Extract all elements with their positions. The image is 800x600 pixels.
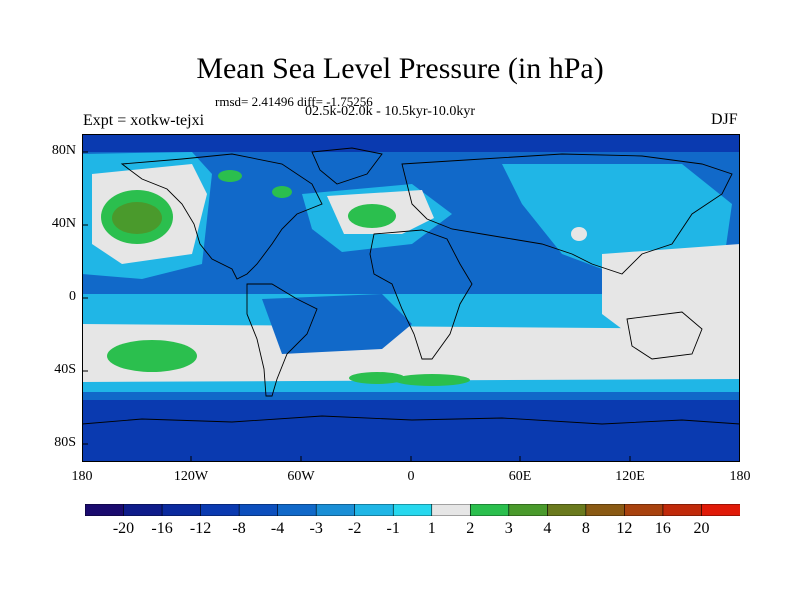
lat-tick-0: 0 bbox=[69, 289, 76, 304]
lon-tick-180w: 180 bbox=[71, 469, 93, 484]
colorbar-label: 1 bbox=[427, 520, 436, 537]
colorbar-label: 16 bbox=[654, 520, 671, 537]
coast-south-america bbox=[246, 283, 318, 397]
colorbar-label: 12 bbox=[616, 520, 633, 537]
south-atlantic-green-2 bbox=[394, 374, 470, 386]
colorbar-label: -8 bbox=[232, 520, 246, 537]
experiment-label: Expt = xotkw-tejxi bbox=[83, 112, 205, 129]
colorbar-swatch bbox=[469, 504, 510, 516]
atlantic-high-green bbox=[348, 204, 396, 228]
colorbar-label: 2 bbox=[466, 520, 475, 537]
colorbar-label: 8 bbox=[581, 520, 590, 537]
coast-africa bbox=[369, 229, 473, 360]
lat-tick-40n: 40N bbox=[51, 216, 76, 231]
pressure-map bbox=[82, 134, 740, 462]
colorbar-swatch bbox=[624, 504, 664, 516]
colorbar-swatch bbox=[200, 504, 240, 516]
colorbar-label: 3 bbox=[504, 520, 513, 537]
southern-band-1 bbox=[82, 382, 740, 394]
south-pacific-green bbox=[107, 340, 197, 372]
southern-band-2 bbox=[82, 392, 740, 402]
colorbar-swatch bbox=[662, 504, 703, 516]
coast-antarctica bbox=[82, 415, 740, 425]
lon-tick-60e: 60E bbox=[508, 469, 532, 484]
colorbar-swatch bbox=[547, 504, 587, 516]
colorbar-swatch bbox=[85, 504, 125, 516]
colorbar-label: -12 bbox=[189, 520, 212, 537]
colorbar-swatch bbox=[585, 504, 626, 516]
colorbar-swatch bbox=[277, 504, 317, 516]
colorbar-swatch bbox=[238, 504, 279, 516]
colorbar-swatch bbox=[123, 504, 163, 516]
colorbar-swatch bbox=[354, 504, 394, 516]
tibet-grey bbox=[571, 227, 587, 241]
colorbar-swatch bbox=[161, 504, 202, 516]
colorbar-label: -2 bbox=[348, 520, 362, 537]
lon-tick-60w: 60W bbox=[287, 469, 315, 484]
aleutian-high-core bbox=[112, 202, 162, 234]
lon-tick-180e: 180 bbox=[729, 469, 751, 484]
page-title: Mean Sea Level Pressure (in hPa) bbox=[196, 52, 604, 85]
colorbar-label: -3 bbox=[309, 520, 323, 537]
season-label: DJF bbox=[711, 111, 738, 128]
lon-tick-0: 0 bbox=[407, 469, 415, 484]
colorbar-label: -4 bbox=[270, 520, 285, 537]
period-label: 02.5k-02.0k - 10.5kyr-10.0kyr bbox=[305, 104, 476, 119]
lat-tick-80n: 80N bbox=[51, 143, 76, 158]
colorbar-label: 20 bbox=[693, 520, 710, 537]
coast-australia bbox=[626, 311, 703, 360]
coast-eurasia bbox=[401, 153, 733, 275]
south-atlantic-blue bbox=[262, 294, 412, 354]
colorbar-label: -16 bbox=[151, 520, 173, 537]
rmsd-diff-stats: rmsd= 2.41496 diff= -1.75256 bbox=[215, 94, 373, 109]
colorbar-label: 4 bbox=[543, 520, 552, 537]
arctic-green-2 bbox=[272, 186, 292, 198]
colorbar-swatch bbox=[431, 504, 471, 516]
lat-tick-80s: 80S bbox=[54, 435, 76, 450]
southern-band-3 bbox=[82, 400, 740, 462]
south-atlantic-green-1 bbox=[349, 372, 405, 384]
arctic-band bbox=[82, 134, 740, 152]
colorbar-swatch bbox=[315, 504, 356, 516]
arctic-green bbox=[218, 170, 242, 182]
lat-tick-40s: 40S bbox=[54, 362, 76, 377]
coast-north-america bbox=[120, 153, 323, 280]
coast-greenland bbox=[311, 147, 383, 185]
lon-tick-120e: 120E bbox=[615, 469, 645, 484]
west-pacific-grey bbox=[602, 244, 740, 354]
southern-grey-belt bbox=[82, 324, 740, 382]
colorbar-swatch bbox=[508, 504, 548, 516]
colorbar-label: -20 bbox=[112, 520, 135, 537]
colorbar bbox=[85, 504, 740, 516]
colorbar-swatch bbox=[701, 504, 740, 516]
lon-tick-120w: 120W bbox=[173, 469, 209, 484]
colorbar-swatch bbox=[392, 504, 433, 516]
colorbar-label: -1 bbox=[386, 520, 400, 537]
